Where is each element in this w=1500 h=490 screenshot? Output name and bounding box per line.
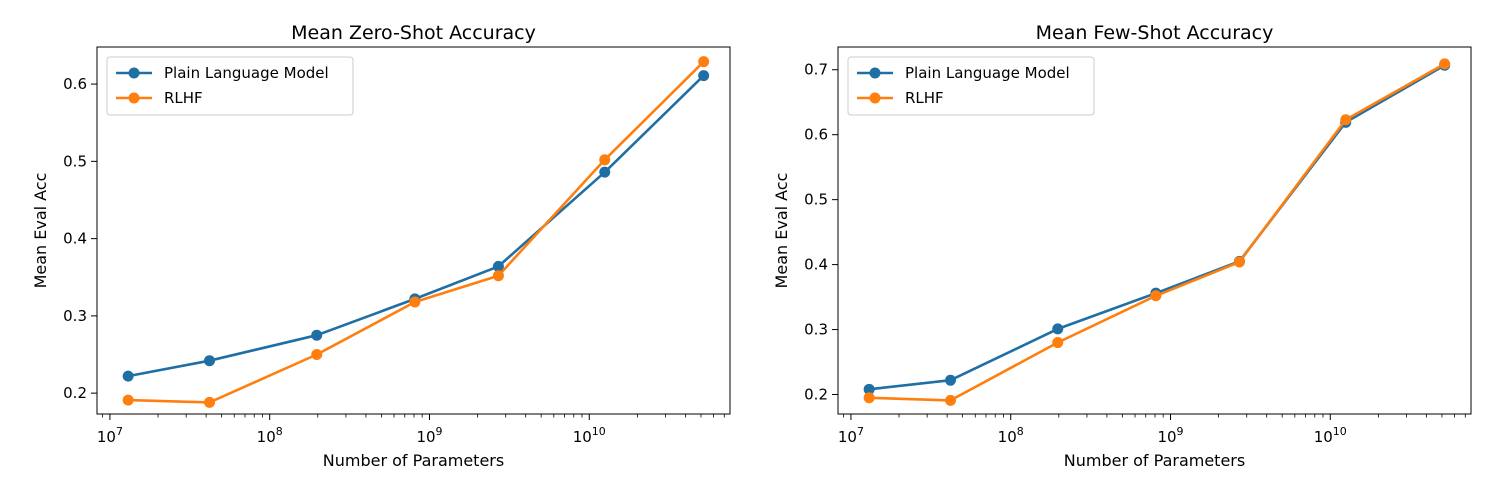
data-point: [1233, 256, 1245, 268]
series-2: [863, 58, 1451, 406]
data-point: [599, 154, 611, 166]
x-tick-exponent: 7: [116, 425, 123, 438]
data-point: [698, 70, 710, 82]
data-point: [492, 270, 504, 282]
y-tick-label: 0.2: [804, 386, 828, 404]
legend-swatch-marker: [128, 67, 140, 79]
legend-item: RLHF: [116, 89, 203, 107]
x-tick-exponent: 8: [1017, 425, 1024, 438]
data-point: [698, 56, 710, 68]
data-point: [599, 166, 611, 178]
x-tick-exponent: 9: [1177, 425, 1184, 438]
series-2: [122, 56, 710, 408]
plot-frame: [837, 46, 1472, 415]
x-tick-exponent: 8: [276, 425, 283, 438]
legend: Plain Language Model RLHF: [106, 56, 354, 116]
legend-box: [847, 56, 1095, 116]
data-point: [122, 394, 134, 406]
legend-label: RLHF: [164, 89, 203, 107]
x-tick-label: 109: [1157, 425, 1183, 446]
legend-label: Plain Language Model: [905, 64, 1070, 82]
data-point: [122, 370, 134, 382]
y-tick-label: 0.7: [804, 61, 828, 79]
data-point: [204, 355, 216, 367]
data-point: [492, 260, 504, 272]
legend: Plain Language Model RLHF: [847, 56, 1095, 116]
y-axis-label: Mean Eval Acc: [31, 173, 50, 289]
x-tick-base: 10: [97, 428, 116, 446]
data-point: [1052, 323, 1064, 335]
data-point: [945, 374, 957, 386]
chart-title: Mean Zero-Shot Accuracy: [291, 22, 536, 44]
x-tick-base: 10: [1314, 428, 1333, 446]
x-tick-exponent: 7: [857, 425, 864, 438]
y-tick-label: 0.3: [804, 321, 828, 339]
data-point: [311, 329, 323, 341]
x-tick-label: 108: [998, 425, 1024, 446]
legend-label: Plain Language Model: [164, 64, 329, 82]
x-tick-label: 108: [257, 425, 283, 446]
data-point: [204, 396, 216, 408]
y-tick-label: 0.5: [63, 152, 87, 170]
data-point: [1439, 58, 1451, 70]
plot-frame: [96, 46, 731, 415]
y-tick-label: 0.4: [804, 256, 828, 274]
y-tick-label: 0.4: [63, 230, 87, 248]
data-point: [1150, 290, 1162, 302]
legend-label: RLHF: [905, 89, 944, 107]
x-tick-label: 1010: [1314, 425, 1347, 446]
y-tick-label: 0.5: [804, 191, 828, 209]
x-tick-base: 10: [838, 428, 857, 446]
chart-title: Mean Few-Shot Accuracy: [1036, 22, 1274, 44]
y-tick-label: 0.6: [63, 75, 87, 93]
data-point: [945, 394, 957, 406]
data-point: [409, 296, 421, 308]
x-tick-exponent: 10: [1333, 425, 1347, 438]
x-tick-base: 10: [573, 428, 592, 446]
legend-swatch-marker: [869, 67, 881, 79]
x-tick-base: 10: [1157, 428, 1176, 446]
legend-box: [106, 56, 354, 116]
series-line: [127, 74, 705, 378]
x-tick-label: 107: [838, 425, 864, 446]
legend-swatch-marker: [128, 92, 140, 104]
x-tick-exponent: 10: [592, 425, 606, 438]
y-axis-label: Mean Eval Acc: [772, 173, 791, 289]
data-point: [1052, 337, 1064, 349]
x-tick-base: 10: [257, 428, 276, 446]
x-tick-base: 10: [998, 428, 1017, 446]
x-tick-base: 10: [416, 428, 435, 446]
x-tick-label: 107: [97, 425, 123, 446]
data-point: [1340, 114, 1352, 126]
data-point: [863, 383, 875, 395]
x-tick-label: 1010: [573, 425, 606, 446]
x-axis-label: Number of Parameters: [323, 451, 504, 470]
y-tick-label: 0.6: [804, 126, 828, 144]
x-axis-label: Number of Parameters: [1064, 451, 1245, 470]
legend-swatch-marker: [869, 92, 881, 104]
data-point: [863, 392, 875, 404]
data-point: [311, 349, 323, 361]
series-1: [122, 70, 710, 382]
legend-item: Plain Language Model: [116, 64, 329, 82]
y-tick-label: 0.2: [63, 384, 87, 402]
y-tick-label: 0.3: [63, 307, 87, 325]
x-tick-label: 109: [416, 425, 442, 446]
legend-item: Plain Language Model: [857, 64, 1070, 82]
legend-item: RLHF: [857, 89, 944, 107]
x-tick-exponent: 9: [436, 425, 443, 438]
